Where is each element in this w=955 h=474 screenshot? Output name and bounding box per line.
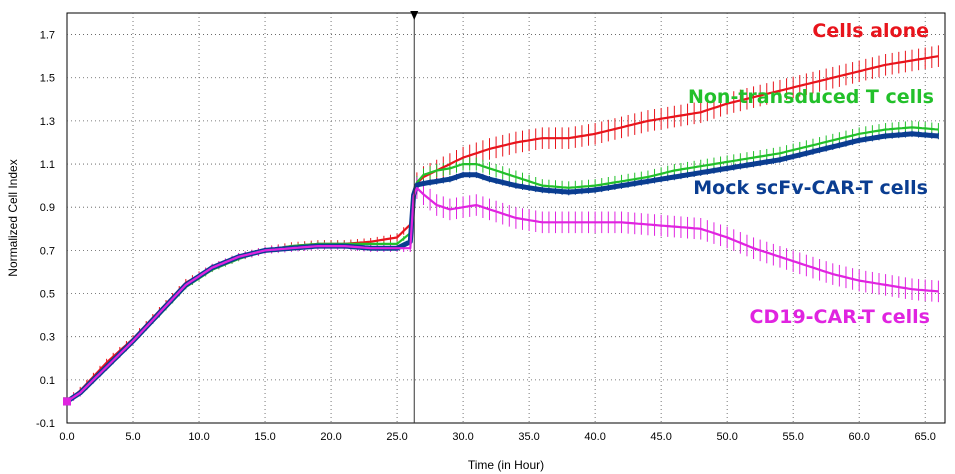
mock-scfv-car-t-cells-label: Mock scFv-CAR-T cells: [693, 177, 928, 199]
y-tick-label: 0.3: [40, 332, 55, 344]
x-tick-label: 45.0: [650, 431, 671, 443]
y-tick-label: 0.5: [40, 289, 55, 301]
y-tick-label: 0.7: [40, 245, 55, 257]
x-tick-label: 65.0: [914, 431, 935, 443]
series-lines: [63, 55, 939, 406]
y-tick-label: -0.1: [36, 418, 55, 430]
x-tick-label: 35.0: [518, 431, 539, 443]
non-transduced-t-cells-label: Non-transduced T cells: [688, 86, 934, 108]
cd19-car-t-cells-start-point: [63, 397, 71, 406]
cd19-car-t-cells-line: [66, 187, 939, 403]
time-marker-arrow: [410, 11, 419, 20]
series-labels: Cells alone Non-transduced T cells Mock sc…: [688, 20, 934, 328]
y-tick-label: 0.9: [40, 202, 55, 214]
tick-labels: 0.0 5.0 10.0 15.0 20.0 25.0 30.0 35.0 40.0 45.0 50…: [36, 30, 936, 443]
y-tick-label: 0.1: [40, 375, 55, 387]
y-tick-label: 1.1: [40, 159, 55, 171]
x-tick-label: 20.0: [320, 431, 341, 443]
cd19-car-t-cells-label: CD19-CAR-T cells: [750, 306, 930, 328]
plot-border: [66, 12, 946, 424]
x-tick-label: 50.0: [716, 431, 737, 443]
time-marker: [410, 11, 419, 423]
x-tick-label: 40.0: [584, 431, 605, 443]
y-tick-label: 1.7: [40, 30, 55, 42]
y-tick-label: 1.3: [40, 116, 55, 128]
x-tick-label: 25.0: [386, 431, 407, 443]
x-tick-label: 5.0: [125, 431, 140, 443]
x-tick-label: 55.0: [782, 431, 803, 443]
x-axis-title: Time (in Hour): [468, 458, 544, 472]
y-tick-label: 1.5: [40, 73, 55, 85]
y-axis-title: Normalized Cell Index: [6, 159, 20, 276]
x-tick-label: 15.0: [254, 431, 275, 443]
cells-alone-label: Cells alone: [812, 20, 929, 42]
x-tick-label: 10.0: [188, 431, 209, 443]
x-tick-label: 60.0: [848, 431, 869, 443]
x-tick-label: 0.0: [59, 431, 74, 443]
x-tick-label: 30.0: [452, 431, 473, 443]
